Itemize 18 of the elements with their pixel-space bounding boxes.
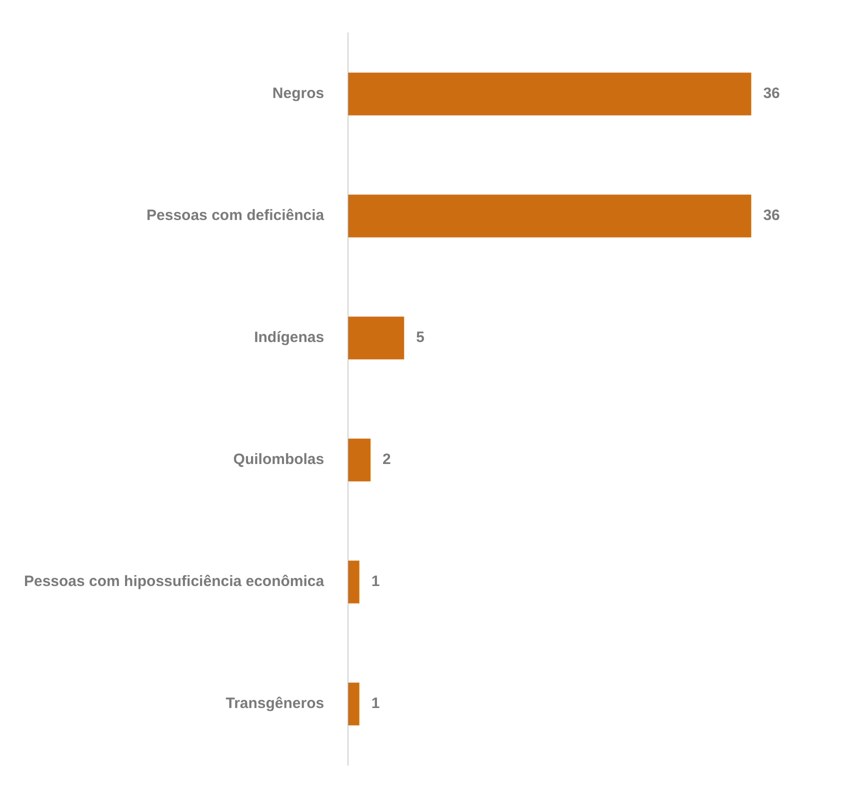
bar [348, 560, 360, 604]
data-label: 1 [371, 695, 380, 712]
data-label: 36 [763, 85, 780, 102]
bar [348, 316, 404, 360]
data-label: 5 [416, 329, 424, 346]
data-label: 2 [382, 451, 391, 468]
bar [348, 194, 752, 238]
bar [348, 682, 360, 726]
y-tick-label: Pessoas com deficiência [146, 207, 325, 224]
data-label: 36 [763, 207, 780, 224]
bar [348, 438, 371, 482]
bar [348, 72, 752, 116]
y-tick-label: Negros [272, 85, 324, 102]
y-tick-label: Quilombolas [233, 451, 324, 468]
y-tick-label: Indígenas [254, 329, 324, 346]
y-tick-label: Pessoas com hipossuficiência econômica [24, 573, 325, 590]
y-tick-label: Transgêneros [226, 695, 324, 712]
data-label: 1 [371, 573, 380, 590]
